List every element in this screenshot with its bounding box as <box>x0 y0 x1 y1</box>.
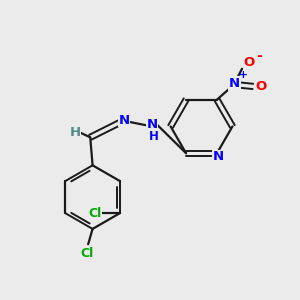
Text: N: N <box>146 118 158 130</box>
Text: Cl: Cl <box>88 206 102 220</box>
Text: -: - <box>256 50 262 63</box>
Text: H: H <box>148 130 158 143</box>
Text: O: O <box>243 56 254 69</box>
Text: N: N <box>213 150 224 163</box>
Text: Cl: Cl <box>80 248 93 260</box>
Text: O: O <box>255 80 266 93</box>
Text: N: N <box>118 114 130 127</box>
Text: N: N <box>229 77 240 90</box>
Text: H: H <box>69 125 80 139</box>
Text: +: + <box>239 70 248 80</box>
